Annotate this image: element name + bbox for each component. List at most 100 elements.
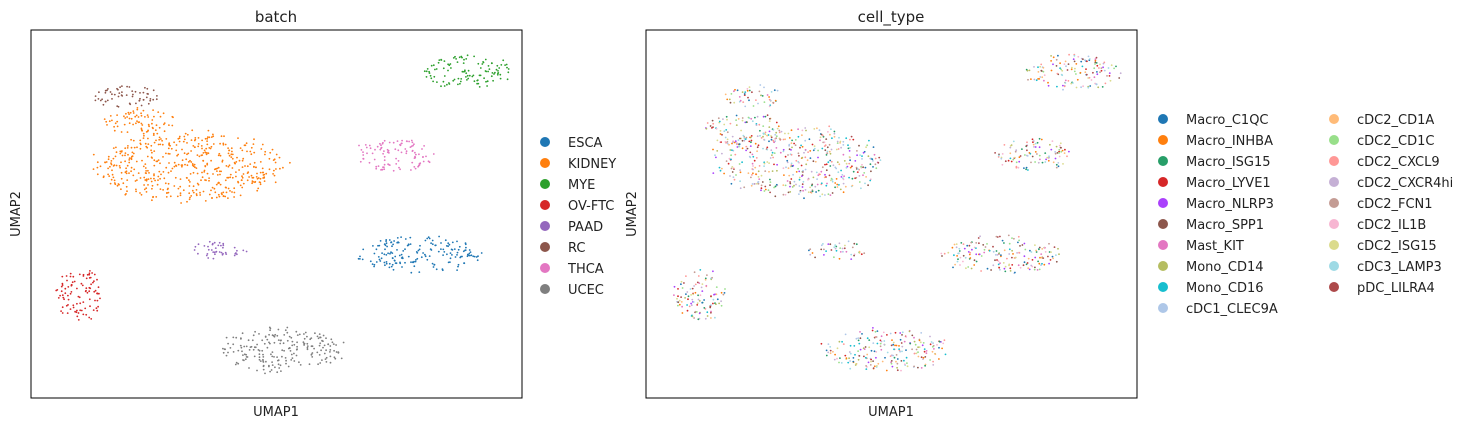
scatter-point bbox=[748, 86, 751, 88]
scatter-point bbox=[110, 178, 113, 181]
scatter-point bbox=[117, 88, 119, 91]
scatter-point bbox=[832, 164, 835, 167]
legend-item-esca: ESCA bbox=[540, 136, 603, 151]
scatter-point bbox=[875, 351, 878, 353]
scatter-point bbox=[177, 187, 180, 190]
scatter-point bbox=[775, 137, 778, 140]
scatter-point bbox=[119, 166, 121, 169]
scatter-point bbox=[975, 260, 978, 263]
scatter-point bbox=[134, 90, 137, 93]
legend-item-cdc2-fcn1: cDC2_FCN1 bbox=[1329, 197, 1433, 212]
scatter-point bbox=[1007, 159, 1010, 162]
scatter-point bbox=[847, 361, 850, 364]
scatter-point bbox=[126, 179, 129, 182]
scatter-point bbox=[975, 253, 978, 256]
scatter-point bbox=[145, 191, 148, 193]
scatter-point bbox=[979, 235, 981, 238]
scatter-point bbox=[132, 174, 135, 177]
scatter-point bbox=[112, 147, 115, 150]
scatter-point bbox=[793, 142, 795, 145]
scatter-point bbox=[242, 249, 245, 252]
scatter-point bbox=[241, 186, 244, 189]
scatter-point bbox=[924, 356, 927, 358]
scatter-point bbox=[120, 151, 123, 153]
scatter-point bbox=[838, 340, 841, 343]
scatter-point bbox=[183, 152, 186, 155]
scatter-point bbox=[1017, 235, 1020, 238]
scatter-point bbox=[253, 346, 256, 349]
scatter-point bbox=[129, 111, 132, 114]
scatter-point bbox=[984, 246, 987, 248]
scatter-point bbox=[82, 275, 85, 277]
scatter-point bbox=[681, 305, 683, 308]
scatter-point bbox=[279, 339, 282, 342]
scatter-point bbox=[222, 246, 224, 249]
scatter-point bbox=[809, 150, 812, 152]
scatter-point bbox=[362, 158, 365, 160]
scatter-point bbox=[762, 132, 765, 135]
scatter-point bbox=[92, 153, 95, 156]
scatter-point bbox=[855, 166, 858, 169]
scatter-point bbox=[396, 140, 399, 143]
scatter-point bbox=[264, 372, 266, 375]
scatter-point bbox=[212, 135, 215, 138]
scatter-point bbox=[811, 190, 814, 193]
scatter-point bbox=[917, 366, 919, 369]
scatter-point bbox=[222, 351, 225, 354]
scatter-point bbox=[1012, 140, 1015, 143]
scatter-point bbox=[1018, 251, 1020, 254]
scatter-point bbox=[757, 182, 760, 185]
scatter-point bbox=[894, 331, 897, 334]
scatter-point bbox=[849, 147, 851, 149]
scatter-point bbox=[210, 136, 213, 139]
scatter-point bbox=[821, 147, 824, 150]
scatter-point bbox=[836, 183, 839, 186]
scatter-point bbox=[220, 170, 223, 173]
scatter-point bbox=[1023, 167, 1025, 170]
scatter-point bbox=[834, 353, 836, 356]
scatter-point bbox=[291, 340, 294, 343]
scatter-point bbox=[1011, 237, 1013, 240]
scatter-point bbox=[158, 126, 161, 129]
scatter-point bbox=[259, 360, 262, 362]
scatter-point bbox=[1060, 150, 1063, 153]
scatter-point bbox=[109, 91, 112, 93]
scatter-point bbox=[284, 357, 287, 359]
scatter-point bbox=[487, 65, 490, 67]
scatter-point bbox=[70, 284, 73, 286]
scatter-point bbox=[422, 156, 424, 159]
scatter-point bbox=[1052, 63, 1054, 66]
scatter-point bbox=[718, 166, 721, 169]
scatter-point bbox=[145, 178, 148, 181]
scatter-point bbox=[262, 353, 264, 356]
scatter-point bbox=[490, 75, 493, 78]
scatter-point bbox=[507, 68, 510, 70]
scatter-point bbox=[861, 163, 863, 166]
scatter-point bbox=[423, 70, 426, 73]
scatter-point bbox=[869, 157, 872, 160]
scatter-point bbox=[450, 67, 452, 69]
scatter-point bbox=[441, 268, 444, 271]
scatter-point bbox=[1080, 86, 1082, 89]
scatter-point bbox=[202, 190, 205, 193]
scatter-point bbox=[932, 342, 934, 344]
scatter-point bbox=[162, 156, 164, 158]
scatter-point bbox=[812, 160, 815, 163]
scatter-point bbox=[930, 341, 933, 343]
scatter-point bbox=[879, 345, 882, 348]
scatter-point bbox=[876, 342, 879, 345]
scatter-point bbox=[106, 99, 109, 102]
scatter-point bbox=[506, 66, 508, 69]
scatter-point bbox=[1061, 69, 1064, 72]
scatter-point bbox=[845, 357, 848, 360]
scatter-point bbox=[236, 253, 238, 256]
scatter-point bbox=[91, 272, 93, 274]
legend-item-cdc1-clec9a: cDC1_CLEC9A bbox=[1158, 302, 1278, 317]
scatter-point bbox=[369, 260, 372, 263]
scatter-point bbox=[252, 143, 255, 146]
scatter-point bbox=[756, 182, 758, 185]
scatter-point bbox=[316, 335, 319, 338]
scatter-point bbox=[1001, 163, 1004, 166]
scatter-point bbox=[124, 154, 126, 157]
scatter-point bbox=[359, 255, 361, 258]
